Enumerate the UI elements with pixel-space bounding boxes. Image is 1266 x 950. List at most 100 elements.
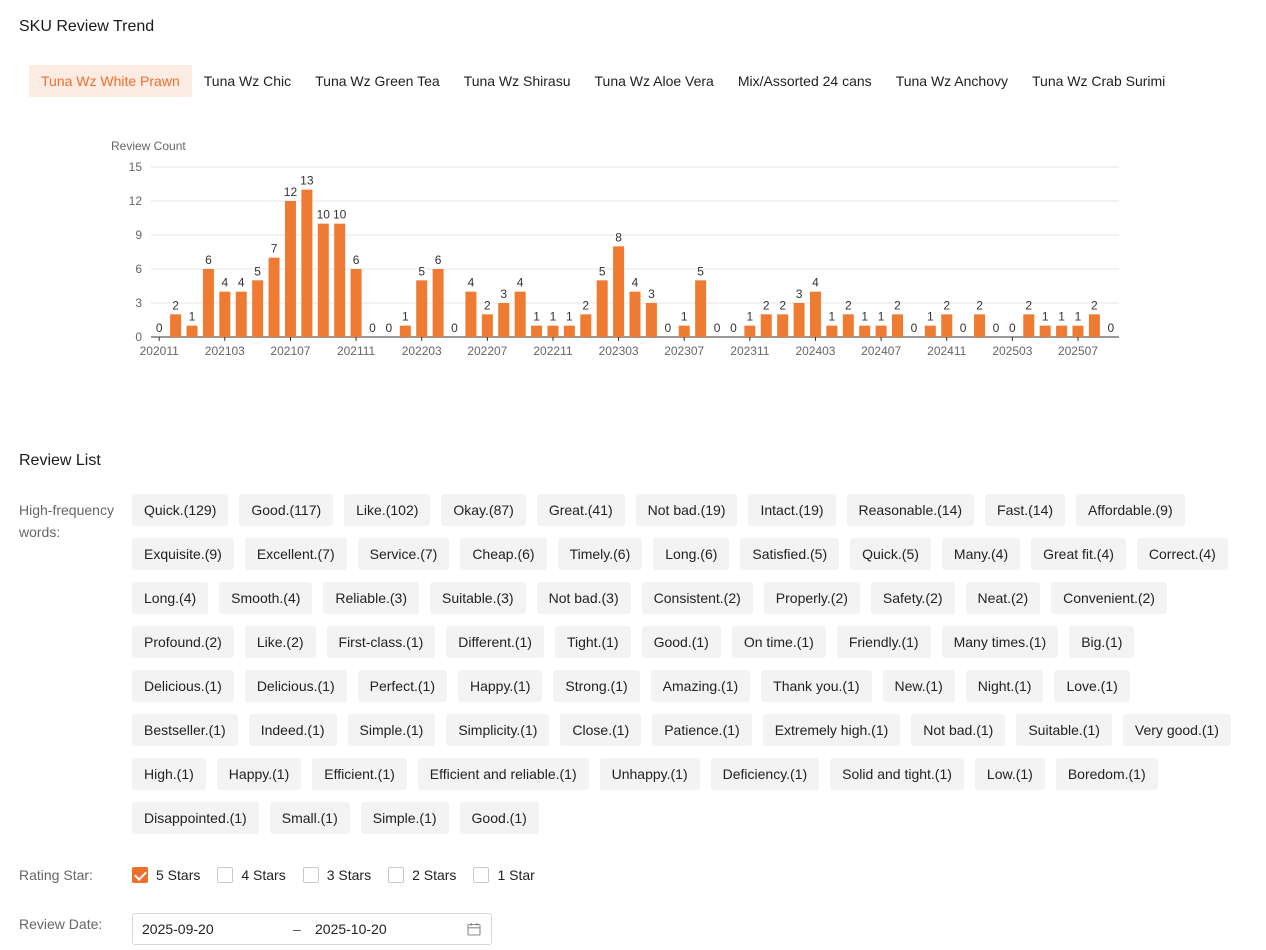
word-tag[interactable]: Intact.(19) xyxy=(748,494,836,526)
word-tag[interactable]: Extremely high.(1) xyxy=(762,714,901,746)
bar-202106[interactable] xyxy=(268,257,280,337)
word-tag[interactable]: Timely.(6) xyxy=(557,538,643,570)
word-tag[interactable]: Quick.(129) xyxy=(132,494,229,526)
rating-option-1-stars[interactable]: 1 Star xyxy=(473,867,535,883)
word-tag[interactable]: Consistent.(2) xyxy=(641,582,753,614)
word-tag[interactable]: Close.(1) xyxy=(560,714,642,746)
date-end-input[interactable]: 2025-10-20 xyxy=(315,921,387,937)
bar-202204[interactable] xyxy=(432,269,444,337)
word-tag[interactable]: Not bad.(19) xyxy=(635,494,738,526)
bar-202403[interactable] xyxy=(809,291,821,337)
word-tag[interactable]: Correct.(4) xyxy=(1136,538,1228,570)
bar-202302[interactable] xyxy=(596,280,608,337)
word-tag[interactable]: Night.(1) xyxy=(965,670,1044,702)
word-tag[interactable]: Safety.(2) xyxy=(870,582,955,614)
word-tag[interactable]: Simple.(1) xyxy=(347,714,436,746)
bar-202501[interactable] xyxy=(974,314,986,337)
rating-option-4-stars[interactable]: 4 Stars xyxy=(217,867,286,883)
word-tag[interactable]: Big.(1) xyxy=(1069,626,1135,658)
bar-202102[interactable] xyxy=(202,269,214,337)
bar-202111[interactable] xyxy=(350,269,362,337)
tab-tuna-wz-green-tea[interactable]: Tuna Wz Green Tea xyxy=(315,73,440,89)
word-tag[interactable]: Good.(1) xyxy=(641,626,721,658)
checkbox[interactable] xyxy=(217,867,234,883)
word-tag[interactable]: Simple.(1) xyxy=(360,802,449,834)
word-tag[interactable]: Convenient.(2) xyxy=(1051,582,1167,614)
word-tag[interactable]: Deficiency.(1) xyxy=(710,758,820,790)
bar-202408[interactable] xyxy=(892,314,904,337)
bar-202202[interactable] xyxy=(399,325,411,337)
bar-202108[interactable] xyxy=(301,189,313,337)
bar-202105[interactable] xyxy=(252,280,264,337)
bar-202303[interactable] xyxy=(613,246,625,337)
bar-202012[interactable] xyxy=(170,314,182,337)
tab-tuna-wz-anchovy[interactable]: Tuna Wz Anchovy xyxy=(895,73,1008,89)
bar-202211[interactable] xyxy=(547,325,559,337)
word-tag[interactable]: Properly.(2) xyxy=(763,582,860,614)
word-tag[interactable]: Tight.(1) xyxy=(554,626,631,658)
bar-202401[interactable] xyxy=(777,314,789,337)
tab-tuna-wz-shirasu[interactable]: Tuna Wz Shirasu xyxy=(463,73,571,89)
word-tag[interactable]: Exquisite.(9) xyxy=(132,538,234,570)
bar-202311[interactable] xyxy=(744,325,756,337)
word-tag[interactable]: Low.(1) xyxy=(974,758,1045,790)
bar-202301[interactable] xyxy=(580,314,592,337)
word-tag[interactable]: New.(1) xyxy=(882,670,955,702)
word-tag[interactable]: Affordable.(9) xyxy=(1076,494,1185,526)
date-start-input[interactable]: 2025-09-20 xyxy=(142,921,214,937)
word-tag[interactable]: Boredom.(1) xyxy=(1055,758,1158,790)
rating-option-3-stars[interactable]: 3 Stars xyxy=(302,867,371,883)
checkbox[interactable] xyxy=(302,867,319,883)
word-tag[interactable]: Indeed.(1) xyxy=(248,714,337,746)
word-tag[interactable]: Love.(1) xyxy=(1054,670,1130,702)
tab-tuna-wz-aloe-vera[interactable]: Tuna Wz Aloe Vera xyxy=(594,73,714,89)
bar-202407[interactable] xyxy=(875,325,887,337)
word-tag[interactable]: Cheap.(6) xyxy=(460,538,547,570)
bar-202304[interactable] xyxy=(629,291,641,337)
word-tag[interactable]: Solid and tight.(1) xyxy=(830,758,964,790)
word-tag[interactable]: Neat.(2) xyxy=(965,582,1041,614)
bar-202504[interactable] xyxy=(1023,314,1035,337)
word-tag[interactable]: Friendly.(1) xyxy=(836,626,931,658)
word-tag[interactable]: Delicious.(1) xyxy=(244,670,347,702)
word-tag[interactable]: Very good.(1) xyxy=(1122,714,1231,746)
word-tag[interactable]: Okay.(87) xyxy=(441,494,526,526)
bar-202507[interactable] xyxy=(1072,325,1084,337)
bar-202110[interactable] xyxy=(334,223,346,337)
bar-202410[interactable] xyxy=(924,325,936,337)
word-tag[interactable]: Quick.(5) xyxy=(850,538,931,570)
bar-202101[interactable] xyxy=(186,325,198,337)
bar-202206[interactable] xyxy=(465,291,477,337)
word-tag[interactable]: Strong.(1) xyxy=(553,670,640,702)
word-tag[interactable]: Great fit.(4) xyxy=(1031,538,1126,570)
bar-202305[interactable] xyxy=(645,303,657,337)
tab-tuna-wz-crab-surimi[interactable]: Tuna Wz Crab Surimi xyxy=(1032,73,1166,89)
word-tag[interactable]: Suitable.(3) xyxy=(430,582,526,614)
bar-202508[interactable] xyxy=(1088,314,1100,337)
word-tag[interactable]: Unhappy.(1) xyxy=(599,758,700,790)
tab-tuna-wz-white-prawn[interactable]: Tuna Wz White Prawn xyxy=(29,65,192,97)
word-tag[interactable]: Satisfied.(5) xyxy=(740,538,840,570)
word-tag[interactable]: Efficient and reliable.(1) xyxy=(417,758,589,790)
word-tag[interactable]: Excellent.(7) xyxy=(244,538,347,570)
rating-option-2-stars[interactable]: 2 Stars xyxy=(388,867,456,883)
bar-202405[interactable] xyxy=(842,314,854,337)
bar-202307[interactable] xyxy=(678,325,690,337)
word-tag[interactable]: Many times.(1) xyxy=(941,626,1059,658)
word-tag[interactable]: Suitable.(1) xyxy=(1016,714,1112,746)
bar-202208[interactable] xyxy=(498,303,510,337)
checkbox[interactable] xyxy=(132,867,148,883)
word-tag[interactable]: Amazing.(1) xyxy=(650,670,751,702)
word-tag[interactable]: Long.(6) xyxy=(653,538,730,570)
checkbox[interactable] xyxy=(388,867,405,883)
bar-202505[interactable] xyxy=(1039,325,1051,337)
word-tag[interactable]: Many.(4) xyxy=(941,538,1021,570)
bar-202107[interactable] xyxy=(284,201,296,337)
word-tag[interactable]: Not bad.(1) xyxy=(911,714,1006,746)
calendar-icon[interactable] xyxy=(467,922,481,936)
word-tag[interactable]: On time.(1) xyxy=(731,626,826,658)
word-tag[interactable]: Efficient.(1) xyxy=(312,758,407,790)
bar-202406[interactable] xyxy=(859,325,871,337)
rating-option-5-stars[interactable]: 5 Stars xyxy=(132,867,200,883)
word-tag[interactable]: Patience.(1) xyxy=(652,714,752,746)
